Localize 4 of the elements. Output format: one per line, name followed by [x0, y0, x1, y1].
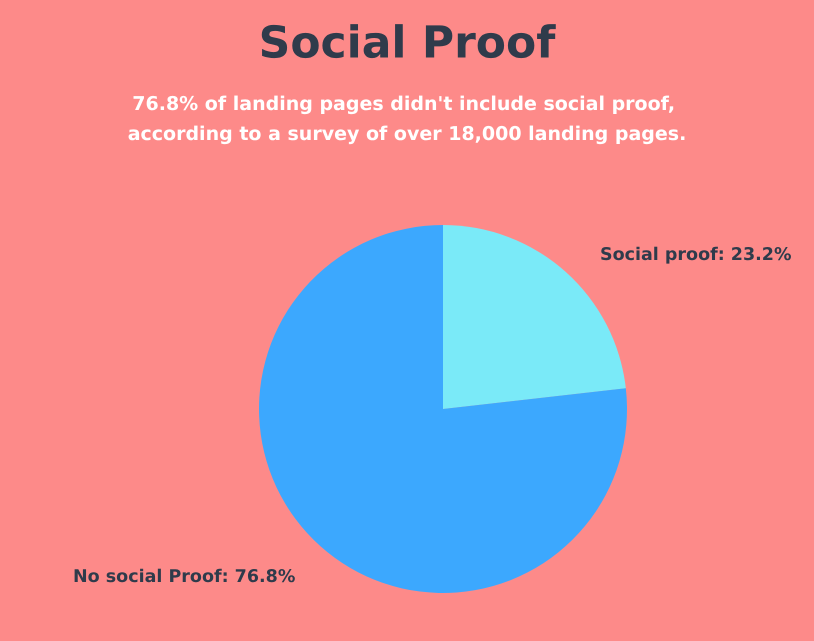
slice-label: No social Proof: 76.8%	[73, 567, 296, 587]
chart-title: Social Proof	[258, 18, 556, 68]
chart-subtitle: 76.8% of landing pages didn't include social proof, according to a survey of over 18,000 landing pages.	[128, 93, 686, 145]
slice-label: Social proof: 23.2%	[600, 245, 792, 265]
